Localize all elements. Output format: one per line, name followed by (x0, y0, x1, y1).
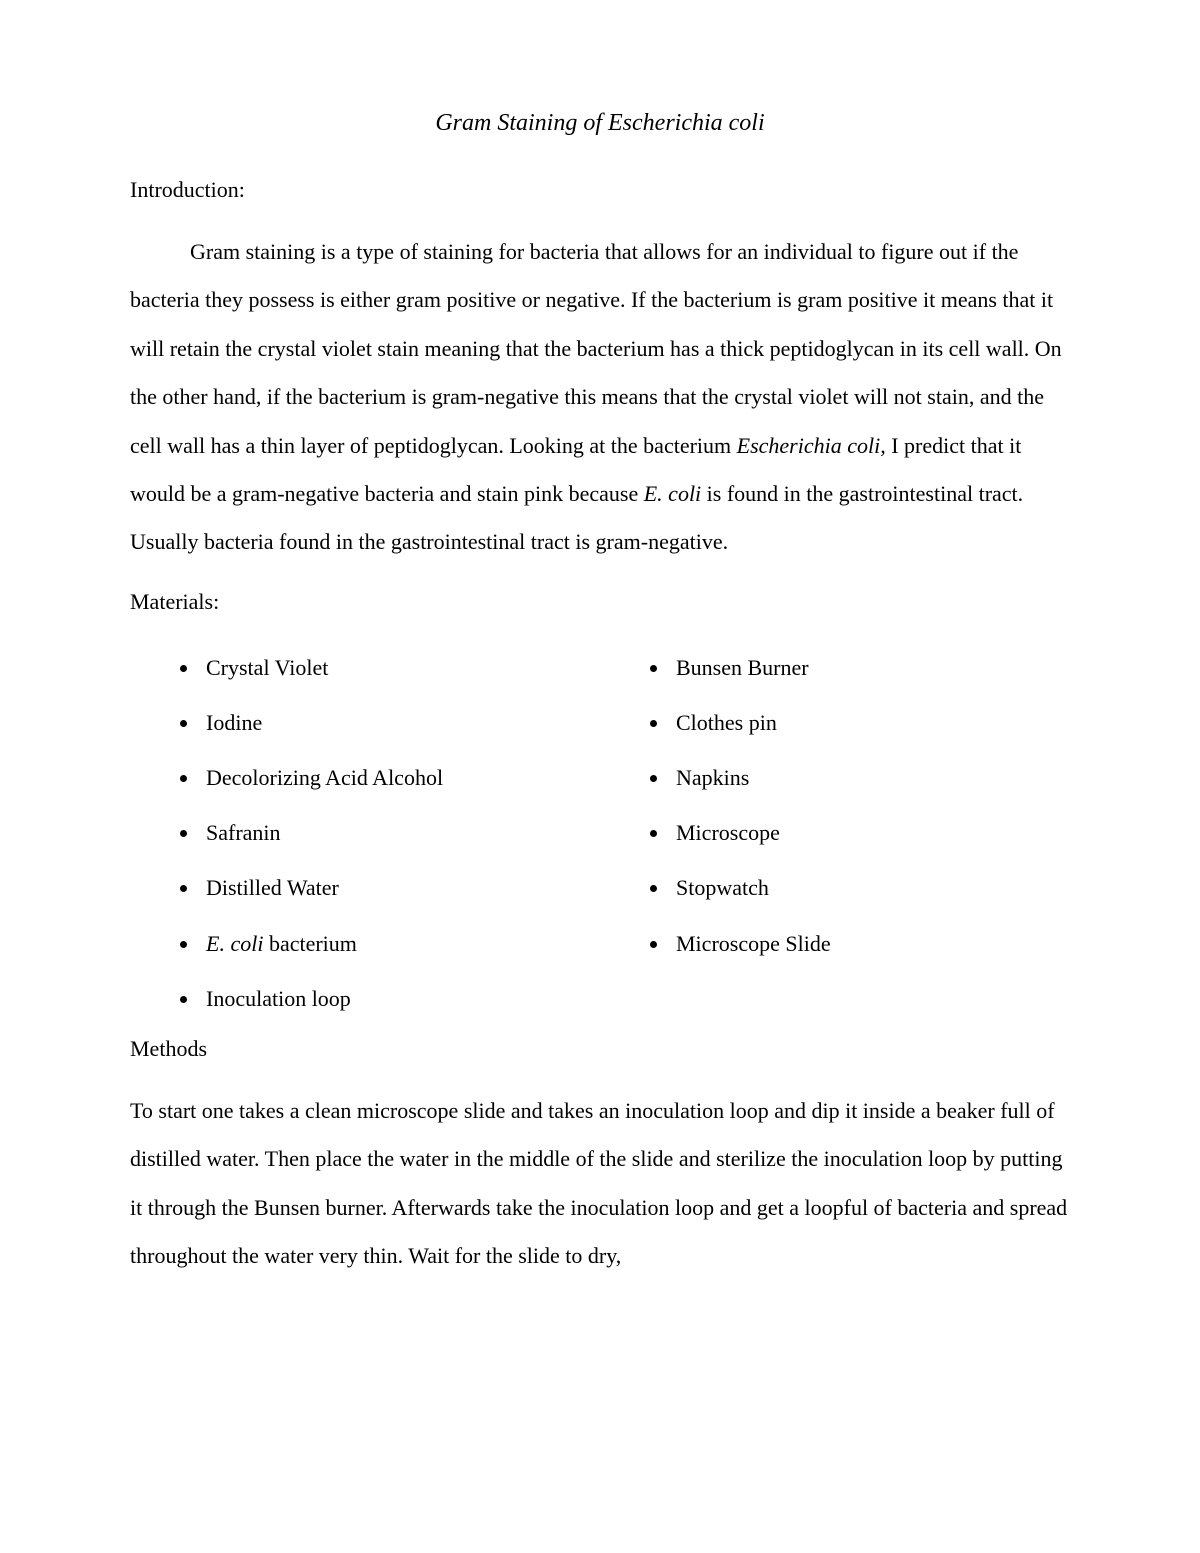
material-item-italic: E. coli (206, 931, 269, 956)
material-item: Clothes pin (670, 695, 1070, 750)
introduction-paragraph: Gram staining is a type of staining for … (130, 228, 1070, 567)
material-item: Microscope Slide (670, 916, 1070, 971)
material-item: Distilled Water (200, 860, 600, 915)
materials-list-left: Crystal Violet Iodine Decolorizing Acid … (130, 640, 600, 1026)
material-item: Stopwatch (670, 860, 1070, 915)
document-title: Gram Staining of Escherichia coli (130, 110, 1070, 137)
materials-label: Materials: (130, 589, 1070, 615)
material-item: Crystal Violet (200, 640, 600, 695)
material-item: E. coli bacterium (200, 916, 600, 971)
materials-list-right: Bunsen Burner Clothes pin Napkins Micros… (600, 640, 1070, 971)
document-page: Gram Staining of Escherichia coli Introd… (0, 0, 1200, 1553)
intro-italic-escherichia: Escherichia coli, (737, 433, 892, 458)
material-item: Safranin (200, 805, 600, 860)
intro-italic-ecoli: E. coli (644, 481, 707, 506)
materials-column-left: Crystal Violet Iodine Decolorizing Acid … (130, 640, 600, 1026)
material-item: Bunsen Burner (670, 640, 1070, 695)
methods-label: Methods (130, 1036, 1070, 1062)
material-item-rest: bacterium (269, 931, 357, 956)
intro-text-1: Gram staining is a type of staining for … (130, 239, 1062, 458)
material-item: Decolorizing Acid Alcohol (200, 750, 600, 805)
material-item: Microscope (670, 805, 1070, 860)
materials-columns: Crystal Violet Iodine Decolorizing Acid … (130, 640, 1070, 1026)
materials-column-right: Bunsen Burner Clothes pin Napkins Micros… (600, 640, 1070, 1026)
material-item: Napkins (670, 750, 1070, 805)
methods-paragraph: To start one takes a clean microscope sl… (130, 1087, 1070, 1281)
material-item: Inoculation loop (200, 971, 600, 1026)
introduction-label: Introduction: (130, 177, 1070, 203)
material-item: Iodine (200, 695, 600, 750)
